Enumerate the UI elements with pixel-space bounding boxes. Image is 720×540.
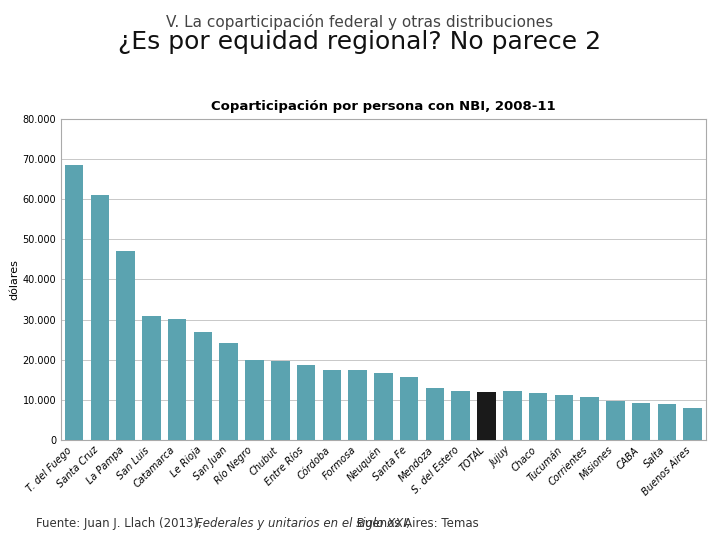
Text: ¿Es por equidad regional? No parece 2: ¿Es por equidad regional? No parece 2 (118, 30, 602, 53)
Bar (657, 404, 676, 440)
Bar (297, 364, 315, 440)
Bar (477, 392, 496, 440)
Bar (246, 360, 264, 440)
Bar (91, 195, 109, 440)
Bar (580, 397, 599, 440)
Bar (348, 370, 367, 440)
Bar (168, 319, 186, 440)
Text: Fuente: Juan J. Llach (2013),: Fuente: Juan J. Llach (2013), (36, 517, 205, 530)
Text: V. La coparticipación federal y otras distribuciones: V. La coparticipación federal y otras di… (166, 14, 554, 30)
Bar (142, 315, 161, 440)
Bar (528, 393, 547, 440)
Bar (323, 370, 341, 440)
Bar (451, 391, 470, 440)
Bar (503, 391, 521, 440)
Bar (683, 408, 702, 440)
Bar (632, 403, 650, 440)
Bar (400, 376, 418, 440)
Bar (65, 165, 84, 440)
Text: Federales y unitarios en el siglo XXI,: Federales y unitarios en el siglo XXI, (196, 517, 410, 530)
Bar (220, 343, 238, 440)
Y-axis label: dólares: dólares (10, 259, 20, 300)
Bar (117, 251, 135, 440)
Text: Buenos Aires: Temas: Buenos Aires: Temas (353, 517, 479, 530)
Title: Coparticipación por persona con NBI, 2008-11: Coparticipación por persona con NBI, 200… (211, 100, 556, 113)
Bar (374, 373, 392, 440)
Bar (194, 332, 212, 440)
Bar (271, 361, 289, 440)
Bar (554, 395, 573, 440)
Bar (606, 401, 625, 440)
Bar (426, 388, 444, 440)
